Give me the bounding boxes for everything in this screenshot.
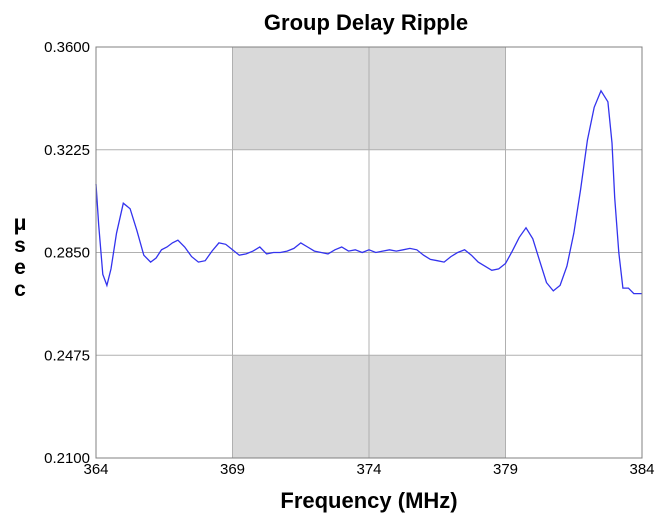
x-tick-label: 364 [83,461,108,478]
x-tick-label: 384 [629,461,654,478]
y-tick-label: 0.2850 [44,245,90,262]
y-tick-labels: 0.2100 0.2475 0.2850 0.3225 0.3600 [44,39,90,467]
chart-title: Group Delay Ripple [264,10,468,35]
x-tick-label: 369 [220,461,245,478]
y-tick-label: 0.3225 [44,142,90,159]
x-tick-label: 379 [493,461,518,478]
series-line [95,89,642,295]
x-axis-label: Frequency (MHz) [280,488,457,513]
grid-lines [96,47,642,458]
x-tick-label: 374 [356,461,381,478]
plot-frame [95,46,643,459]
y-tick-label: 0.3600 [44,39,90,56]
y-tick-label: 0.2475 [44,347,90,364]
x-tick-labels: 364 369 374 379 384 [83,461,654,478]
y-tick-label: 0.2100 [44,450,90,467]
